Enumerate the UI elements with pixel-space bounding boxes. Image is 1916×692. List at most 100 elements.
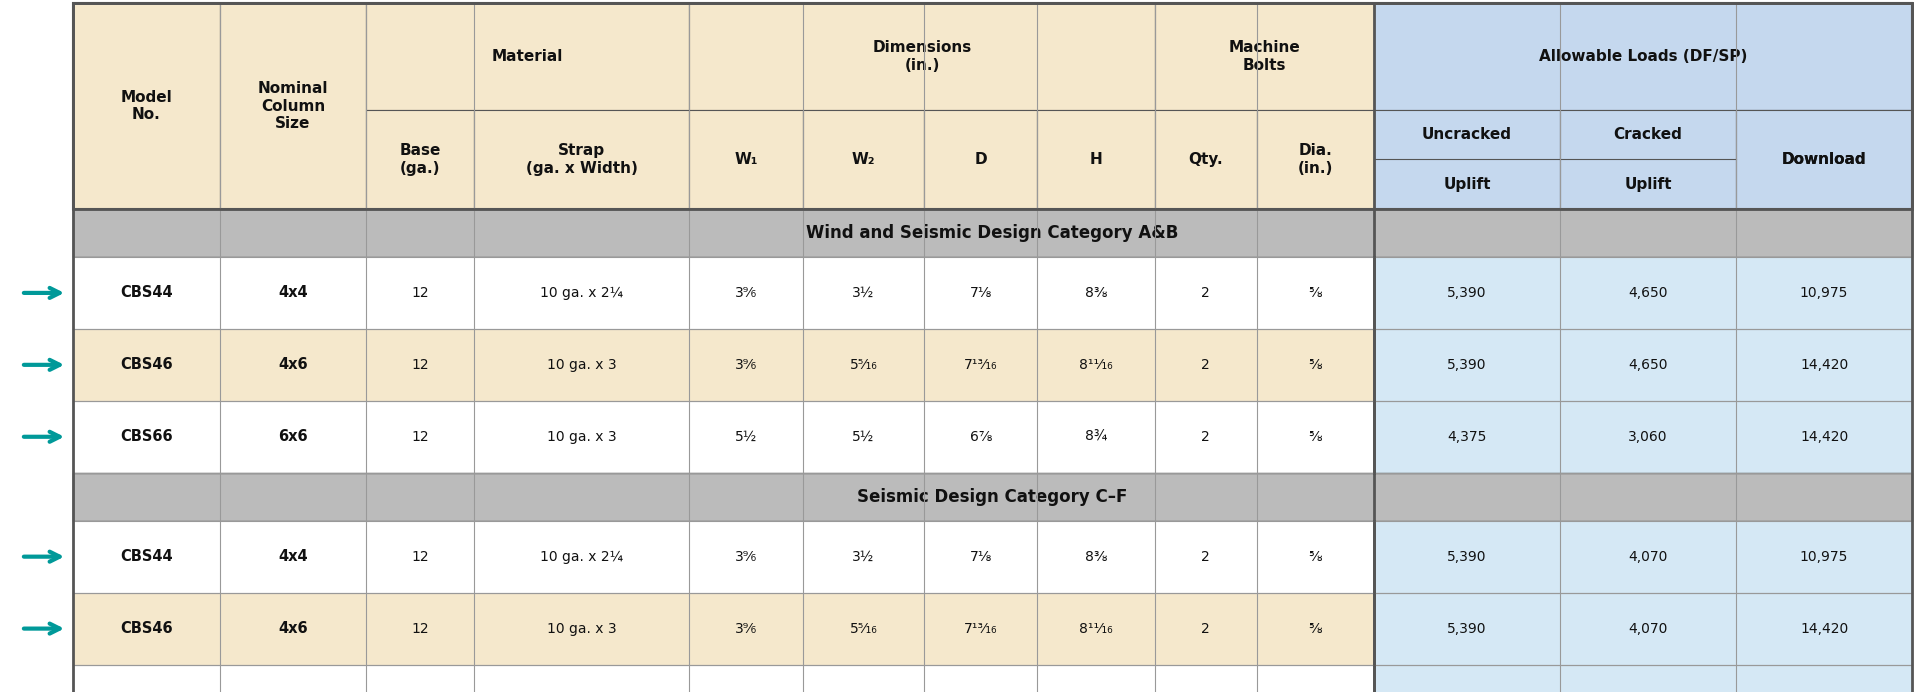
Bar [220, 329, 366, 401]
Text: W₂: W₂ [851, 152, 876, 167]
Text: 5,390: 5,390 [1447, 358, 1487, 372]
Bar [1037, 401, 1155, 473]
Text: ⅝: ⅝ [1309, 549, 1322, 564]
Bar [1736, 520, 1912, 592]
Text: 5½: 5½ [736, 430, 757, 444]
Bar [1374, 329, 1560, 401]
Text: 3½: 3½ [853, 549, 874, 564]
Text: D: D [975, 152, 987, 167]
Bar [1155, 3, 1374, 109]
Text: CBS46: CBS46 [121, 621, 172, 636]
Text: 5,390: 5,390 [1447, 549, 1487, 564]
Bar [1374, 401, 1560, 473]
Text: 3⁹⁄₆: 3⁹⁄₆ [736, 286, 757, 300]
Text: 7¹³⁄₁₆: 7¹³⁄₁₆ [964, 621, 998, 635]
Bar [1155, 257, 1257, 329]
Bar [1374, 520, 1560, 592]
Text: 14,420: 14,420 [1799, 621, 1849, 635]
Bar [73, 3, 1912, 209]
Bar [1155, 329, 1257, 401]
Bar [473, 401, 690, 473]
Text: Machine
Bolts: Machine Bolts [1228, 40, 1301, 73]
Bar [1560, 520, 1736, 592]
Bar [690, 257, 803, 329]
Bar [1257, 520, 1374, 592]
Bar [1736, 109, 1912, 209]
Bar [73, 520, 220, 592]
Bar [73, 592, 220, 664]
Text: 12: 12 [412, 358, 429, 372]
Bar [1257, 401, 1374, 473]
Bar [1257, 664, 1374, 692]
Bar [1374, 3, 1912, 209]
Bar [220, 257, 366, 329]
Bar [924, 520, 1037, 592]
Bar [690, 109, 803, 209]
Bar [73, 3, 1912, 209]
Bar [220, 592, 366, 664]
Bar [366, 520, 473, 592]
Text: 4,070: 4,070 [1629, 621, 1667, 635]
Text: Uncracked: Uncracked [1422, 127, 1512, 142]
Bar [1736, 257, 1912, 329]
Bar [1736, 592, 1912, 664]
Text: 5½: 5½ [853, 430, 874, 444]
Bar [73, 473, 1912, 520]
Bar [366, 401, 473, 473]
Bar [73, 401, 220, 473]
Text: 8⅜: 8⅜ [1084, 549, 1107, 564]
Text: 8⅜: 8⅜ [1084, 286, 1107, 300]
Bar [803, 592, 924, 664]
Text: H: H [1090, 152, 1102, 167]
Text: Cracked: Cracked [1613, 127, 1682, 142]
Bar [1374, 664, 1560, 692]
Bar [1257, 329, 1374, 401]
Bar [690, 3, 1155, 109]
Text: 6⅞: 6⅞ [969, 430, 992, 444]
Text: 10,975: 10,975 [1799, 549, 1849, 564]
Text: 7¹³⁄₁₆: 7¹³⁄₁₆ [964, 358, 998, 372]
Text: Strap
(ga. x Width): Strap (ga. x Width) [525, 143, 638, 176]
Text: Uplift: Uplift [1625, 176, 1673, 192]
Bar [924, 664, 1037, 692]
Text: 10 ga. x 3: 10 ga. x 3 [546, 430, 617, 444]
Bar [366, 329, 473, 401]
Bar [1560, 592, 1736, 664]
Bar [1374, 109, 1560, 209]
Text: 5,390: 5,390 [1447, 286, 1487, 300]
Text: 3½: 3½ [853, 286, 874, 300]
Text: 10 ga. x 3: 10 ga. x 3 [546, 621, 617, 635]
Bar [1037, 592, 1155, 664]
Text: 3⁹⁄₆: 3⁹⁄₆ [736, 549, 757, 564]
Bar [1560, 664, 1736, 692]
Bar [1257, 592, 1374, 664]
Text: 3⁹⁄₆: 3⁹⁄₆ [736, 358, 757, 372]
Text: 2: 2 [1201, 621, 1211, 635]
Bar [1374, 257, 1560, 329]
Text: Download: Download [1782, 152, 1866, 167]
Bar [73, 664, 220, 692]
Bar [690, 592, 803, 664]
Bar [1037, 257, 1155, 329]
Bar [924, 401, 1037, 473]
Bar [473, 520, 690, 592]
Bar [690, 329, 803, 401]
Text: ⅝: ⅝ [1309, 358, 1322, 372]
Bar [473, 257, 690, 329]
Text: 2: 2 [1201, 549, 1211, 564]
Text: Download: Download [1782, 152, 1866, 167]
Bar [1560, 109, 1736, 209]
Text: 8¹¹⁄₁₆: 8¹¹⁄₁₆ [1079, 358, 1113, 372]
Bar [924, 109, 1037, 209]
Bar [924, 257, 1037, 329]
Bar [924, 592, 1037, 664]
Text: 10 ga. x 3: 10 ga. x 3 [546, 358, 617, 372]
Bar [1736, 401, 1912, 473]
Text: ⅝: ⅝ [1309, 621, 1322, 635]
Bar [73, 329, 220, 401]
Bar [366, 592, 473, 664]
Bar [73, 3, 1374, 209]
Text: 14,420: 14,420 [1799, 430, 1849, 444]
Bar [1560, 401, 1736, 473]
Text: CBS46: CBS46 [121, 357, 172, 372]
